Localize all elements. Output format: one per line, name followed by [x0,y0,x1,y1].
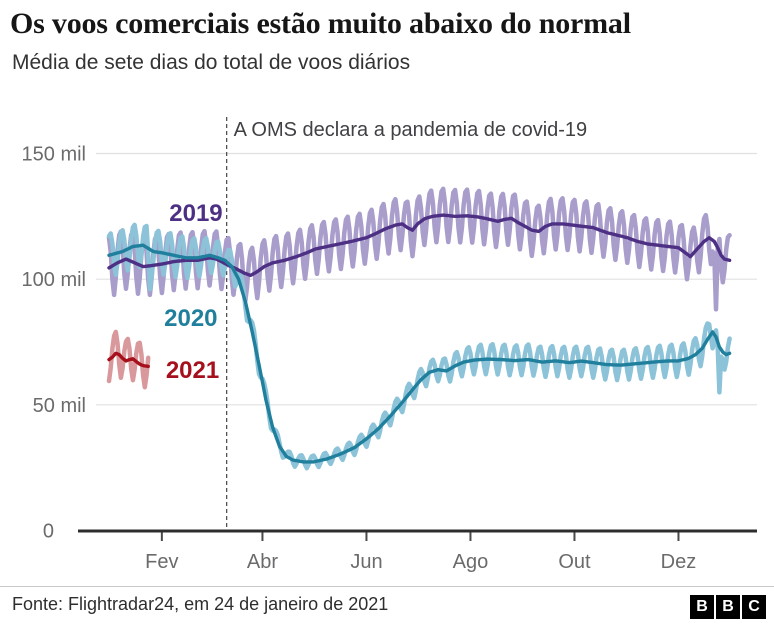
bbc-logo-letter-b1: B [690,595,714,619]
bbc-logo-letter-b2: B [716,595,740,619]
y-tick-label-150: 150 mil [22,144,86,166]
chart-title: Os voos comerciais estão muito abaixo do… [10,7,631,40]
legend-label-2020: 2020 [164,305,218,333]
series-2020-average-line [107,243,732,464]
y-tick-label-100: 100 mil [22,269,86,291]
x-tick-label-Ago: Ago [453,551,489,573]
pandemic-annotation-text: A OMS declara a pandemia de covid-19 [233,119,588,141]
chart-subtitle: Média de sete dias do total de voos diár… [12,51,411,74]
series-2019-average-line [107,213,732,278]
legend-label-2019: 2019 [169,199,223,227]
x-tick-label-Fev: Fev [145,551,178,573]
x-tick-label-Out: Out [558,551,591,573]
series-2021-daily-line [106,329,151,390]
series-2020-daily-line [106,222,732,471]
footer-divider [0,586,774,587]
y-tick-label-0: 0 [43,521,54,543]
bbc-logo-letter-c: C [742,595,766,619]
x-tick-label-Dez: Dez [661,551,697,573]
legend-label-2021: 2021 [165,356,220,384]
x-tick-label-Jun: Jun [350,551,382,573]
bbc-logo: B B C [690,595,766,619]
x-tick-label-Abr: Abr [247,551,278,573]
series-2021-average-line [107,351,150,369]
y-tick-label-50: 50 mil [33,395,86,417]
source-caption: Fonte: Flightradar24, em 24 de janeiro d… [12,594,389,614]
